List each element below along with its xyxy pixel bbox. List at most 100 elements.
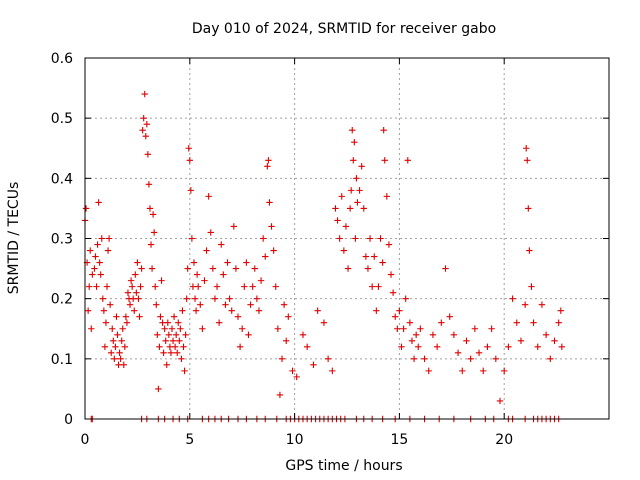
data-point: [92, 253, 99, 260]
data-point: [429, 331, 437, 338]
data-point: [257, 277, 265, 284]
data-point: [412, 331, 420, 338]
data-point: [243, 259, 250, 266]
data-point: [162, 337, 169, 344]
data-point: [371, 253, 378, 260]
data-point: [131, 307, 138, 314]
data-point: [450, 331, 458, 338]
data-point: [101, 343, 109, 350]
data-point: [338, 193, 345, 200]
data-point: [191, 295, 199, 302]
x-tick-label: 0: [81, 432, 90, 448]
data-point: [329, 367, 336, 375]
data-point: [105, 235, 113, 242]
data-point: [239, 325, 246, 332]
data-point: [360, 205, 367, 212]
data-point: [127, 277, 135, 284]
data-point: [467, 355, 474, 363]
data-point: [183, 295, 190, 302]
data-point: [218, 241, 225, 248]
data-point: [160, 349, 167, 357]
data-point: [203, 247, 210, 254]
data-point: [147, 241, 155, 248]
data-point: [245, 331, 252, 338]
data-point: [356, 187, 363, 194]
data-point: [117, 355, 124, 363]
data-point: [396, 307, 403, 314]
data-point: [213, 283, 221, 290]
data-point: [459, 367, 466, 375]
data-point: [417, 325, 424, 332]
grid-lines: [85, 58, 609, 419]
data-point: [353, 175, 360, 182]
data-point: [324, 355, 332, 363]
y-tick-label: 0.4: [51, 171, 73, 187]
data-point: [164, 319, 171, 326]
data-point: [400, 325, 407, 332]
data-point: [270, 247, 277, 254]
data-point: [454, 349, 462, 357]
data-point: [265, 157, 272, 164]
data-point: [148, 265, 156, 272]
data-point: [379, 259, 386, 266]
data-point: [350, 157, 357, 164]
data-point: [230, 223, 238, 230]
data-point: [169, 337, 177, 344]
data-point: [383, 193, 391, 200]
data-point: [82, 205, 90, 212]
data-point: [112, 343, 119, 350]
data-point: [336, 235, 343, 242]
data-point: [266, 199, 273, 206]
data-point: [172, 331, 180, 338]
data-point: [165, 331, 173, 338]
data-point: [501, 367, 508, 375]
data-point: [558, 343, 566, 350]
data-point: [103, 283, 111, 290]
data-point: [340, 247, 348, 254]
data-point: [89, 271, 96, 278]
data-point: [492, 355, 500, 363]
x-tick-label: 10: [286, 432, 304, 448]
data-point: [255, 307, 263, 314]
data-point: [102, 319, 110, 326]
data-point: [132, 271, 139, 278]
data-point: [178, 355, 185, 363]
data-point: [276, 391, 284, 399]
data-point: [259, 235, 267, 242]
data-point: [346, 205, 354, 212]
data-point: [106, 301, 114, 308]
data-point: [547, 355, 554, 363]
data-point: [517, 337, 525, 344]
data-point: [274, 325, 282, 332]
data-point: [524, 157, 531, 164]
data-point: [157, 313, 164, 320]
data-point: [171, 343, 179, 350]
data-point: [446, 313, 453, 320]
data-point: [155, 385, 162, 393]
data-point: [192, 307, 200, 314]
data-point: [521, 301, 529, 308]
data-point: [253, 295, 261, 302]
data-point: [347, 187, 355, 194]
data-point: [135, 295, 142, 302]
data-point: [299, 331, 307, 338]
data-point: [144, 151, 152, 158]
data-point: [222, 301, 229, 308]
data-point: [249, 283, 256, 290]
data-point: [463, 337, 470, 344]
data-point: [366, 235, 374, 242]
data-point: [381, 157, 388, 164]
data-point: [352, 235, 359, 242]
data-point: [185, 145, 192, 152]
data-point: [525, 205, 532, 212]
data-point: [410, 355, 418, 363]
data-point: [120, 361, 127, 369]
data-point: [149, 211, 157, 218]
data-point: [193, 271, 201, 278]
data-point: [289, 367, 296, 375]
data-point: [176, 337, 183, 344]
y-tick-label: 0.1: [51, 352, 73, 368]
chart-title: Day 010 of 2024, SRMTID for receiver gab…: [192, 21, 496, 37]
data-point: [293, 373, 300, 381]
